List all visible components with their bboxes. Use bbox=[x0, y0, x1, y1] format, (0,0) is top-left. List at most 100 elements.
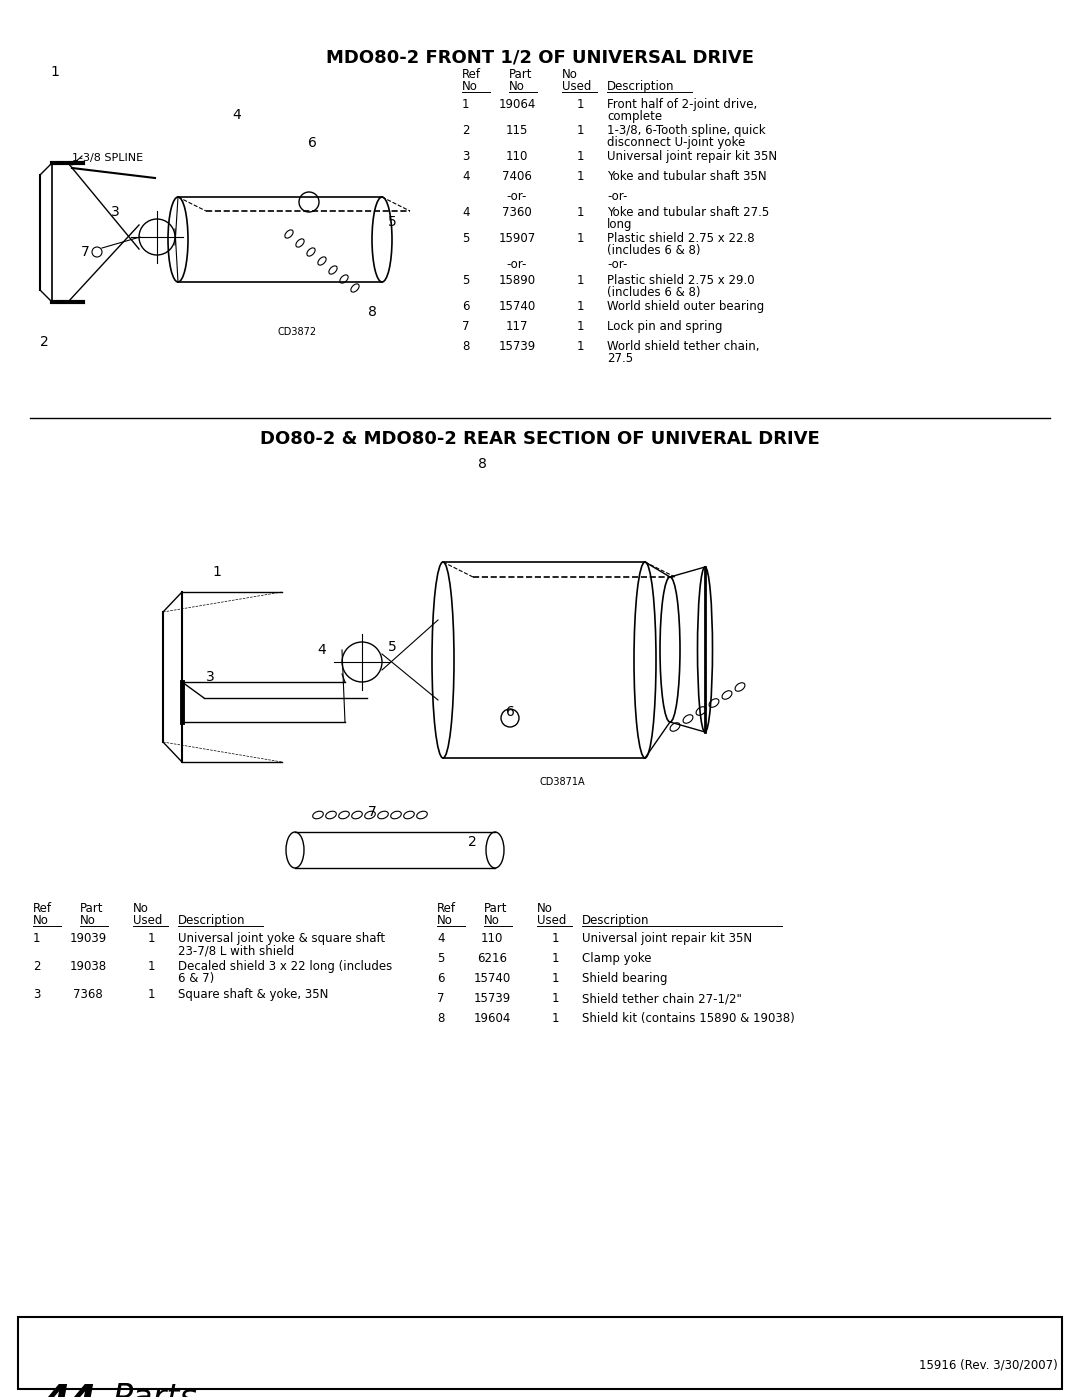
Text: 19039: 19039 bbox=[69, 932, 107, 944]
Text: 1: 1 bbox=[147, 960, 154, 972]
Text: CD3872: CD3872 bbox=[278, 327, 316, 337]
Text: complete: complete bbox=[607, 110, 662, 123]
Text: 2: 2 bbox=[462, 124, 470, 137]
Text: 6: 6 bbox=[505, 705, 514, 719]
Text: Part: Part bbox=[80, 902, 104, 915]
Text: 6: 6 bbox=[308, 136, 316, 149]
Text: long: long bbox=[607, 218, 633, 231]
Text: 1: 1 bbox=[577, 339, 584, 353]
Text: Yoke and tubular shaft 27.5: Yoke and tubular shaft 27.5 bbox=[607, 205, 769, 219]
Text: 117: 117 bbox=[505, 320, 528, 332]
Text: 6: 6 bbox=[462, 300, 470, 313]
Text: 4: 4 bbox=[318, 643, 326, 657]
Text: Universal joint repair kit 35N: Universal joint repair kit 35N bbox=[607, 149, 778, 163]
Text: -or-: -or- bbox=[607, 258, 627, 271]
Text: Decaled shield 3 x 22 long (includes: Decaled shield 3 x 22 long (includes bbox=[178, 960, 392, 972]
Text: Shield bearing: Shield bearing bbox=[582, 972, 667, 985]
Text: (includes 6 & 8): (includes 6 & 8) bbox=[607, 244, 701, 257]
Text: Yoke and tubular shaft 35N: Yoke and tubular shaft 35N bbox=[607, 170, 767, 183]
Text: No: No bbox=[133, 902, 149, 915]
Text: DO80-2 & MDO80-2 REAR SECTION OF UNIVERAL DRIVE: DO80-2 & MDO80-2 REAR SECTION OF UNIVERA… bbox=[260, 430, 820, 448]
Text: -or-: -or- bbox=[507, 258, 527, 271]
Text: 8: 8 bbox=[477, 457, 486, 471]
Text: Ref: Ref bbox=[462, 68, 481, 81]
Text: Ref: Ref bbox=[437, 902, 456, 915]
Text: (includes 6 & 8): (includes 6 & 8) bbox=[607, 286, 701, 299]
Text: 2: 2 bbox=[468, 835, 476, 849]
Text: 7406: 7406 bbox=[502, 170, 532, 183]
Text: 1: 1 bbox=[551, 1011, 558, 1025]
Text: 4: 4 bbox=[437, 932, 445, 944]
Text: 44: 44 bbox=[42, 1383, 96, 1397]
Text: 5: 5 bbox=[437, 951, 444, 965]
Text: Description: Description bbox=[178, 914, 245, 928]
Text: No: No bbox=[509, 80, 525, 94]
Text: World shield outer bearing: World shield outer bearing bbox=[607, 300, 765, 313]
Text: 19038: 19038 bbox=[69, 960, 107, 972]
Text: 7: 7 bbox=[367, 805, 376, 819]
Text: 1-3/8 SPLINE: 1-3/8 SPLINE bbox=[72, 154, 144, 163]
Text: 27.5: 27.5 bbox=[607, 352, 633, 365]
Text: Description: Description bbox=[582, 914, 649, 928]
Text: 15740: 15740 bbox=[473, 972, 511, 985]
Text: -or-: -or- bbox=[607, 190, 627, 203]
Text: CD3871A: CD3871A bbox=[539, 777, 584, 787]
Text: 15739: 15739 bbox=[498, 339, 536, 353]
Text: 15739: 15739 bbox=[473, 992, 511, 1004]
Text: 7: 7 bbox=[437, 992, 445, 1004]
Text: 1: 1 bbox=[551, 951, 558, 965]
Text: Universal joint yoke & square shaft: Universal joint yoke & square shaft bbox=[178, 932, 386, 944]
Text: 7368: 7368 bbox=[73, 988, 103, 1002]
Text: No: No bbox=[437, 914, 453, 928]
Text: Square shaft & yoke, 35N: Square shaft & yoke, 35N bbox=[178, 988, 328, 1002]
Text: 4: 4 bbox=[232, 108, 241, 122]
Text: 1: 1 bbox=[577, 98, 584, 110]
Text: 6216: 6216 bbox=[477, 951, 507, 965]
Text: 4: 4 bbox=[462, 170, 470, 183]
Text: 110: 110 bbox=[505, 149, 528, 163]
Text: Used: Used bbox=[562, 80, 592, 94]
Text: 7360: 7360 bbox=[502, 205, 531, 219]
Text: No: No bbox=[33, 914, 49, 928]
Text: 1: 1 bbox=[577, 205, 584, 219]
Text: 7: 7 bbox=[81, 244, 90, 258]
Text: 3: 3 bbox=[462, 149, 470, 163]
Text: 1: 1 bbox=[577, 274, 584, 286]
Text: 1: 1 bbox=[551, 972, 558, 985]
Text: World shield tether chain,: World shield tether chain, bbox=[607, 339, 759, 353]
Text: 5: 5 bbox=[388, 215, 396, 229]
Text: 6: 6 bbox=[437, 972, 445, 985]
Text: 1: 1 bbox=[577, 300, 584, 313]
Text: 1: 1 bbox=[147, 932, 154, 944]
Text: Plastic shield 2.75 x 29.0: Plastic shield 2.75 x 29.0 bbox=[607, 274, 755, 286]
Text: 19604: 19604 bbox=[473, 1011, 511, 1025]
Text: No: No bbox=[537, 902, 553, 915]
Text: 2: 2 bbox=[40, 335, 49, 349]
Text: MDO80-2 FRONT 1/2 OF UNIVERSAL DRIVE: MDO80-2 FRONT 1/2 OF UNIVERSAL DRIVE bbox=[326, 47, 754, 66]
Text: 1: 1 bbox=[51, 66, 59, 80]
Text: No: No bbox=[462, 80, 477, 94]
Text: 1: 1 bbox=[577, 170, 584, 183]
Text: Parts: Parts bbox=[112, 1382, 197, 1397]
Text: No: No bbox=[80, 914, 96, 928]
Text: 1: 1 bbox=[577, 232, 584, 244]
Text: 1: 1 bbox=[551, 992, 558, 1004]
Text: 15890: 15890 bbox=[499, 274, 536, 286]
Text: Clamp yoke: Clamp yoke bbox=[582, 951, 651, 965]
Text: 1: 1 bbox=[147, 988, 154, 1002]
Text: No: No bbox=[484, 914, 500, 928]
Text: Front half of 2-joint drive,: Front half of 2-joint drive, bbox=[607, 98, 757, 110]
Text: 15740: 15740 bbox=[498, 300, 536, 313]
Text: 3: 3 bbox=[205, 671, 214, 685]
Text: 6 & 7): 6 & 7) bbox=[178, 972, 214, 985]
Text: 1: 1 bbox=[213, 564, 221, 578]
Text: Plastic shield 2.75 x 22.8: Plastic shield 2.75 x 22.8 bbox=[607, 232, 755, 244]
Text: 7: 7 bbox=[462, 320, 470, 332]
Text: 1: 1 bbox=[33, 932, 41, 944]
Text: 1: 1 bbox=[577, 149, 584, 163]
Text: 1: 1 bbox=[577, 124, 584, 137]
Text: Shield kit (contains 15890 & 19038): Shield kit (contains 15890 & 19038) bbox=[582, 1011, 795, 1025]
Text: Description: Description bbox=[607, 80, 675, 94]
Text: 8: 8 bbox=[437, 1011, 444, 1025]
Text: Part: Part bbox=[484, 902, 508, 915]
